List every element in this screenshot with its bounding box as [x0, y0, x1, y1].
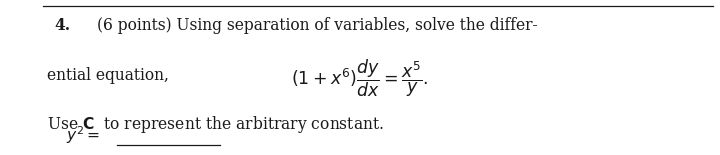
- Text: $y^2 =$: $y^2 =$: [66, 124, 100, 146]
- Text: $(1+x^6)\dfrac{dy}{dx} = \dfrac{x^5}{y}.$: $(1+x^6)\dfrac{dy}{dx} = \dfrac{x^5}{y}.…: [292, 58, 428, 99]
- Text: Use $\mathbf{C}$  to represent the arbitrary constant.: Use $\mathbf{C}$ to represent the arbitr…: [47, 114, 384, 135]
- Text: ential equation,: ential equation,: [47, 67, 168, 84]
- Text: 4.: 4.: [54, 17, 70, 34]
- Text: (6 points) Using separation of variables, solve the differ-: (6 points) Using separation of variables…: [97, 17, 538, 34]
